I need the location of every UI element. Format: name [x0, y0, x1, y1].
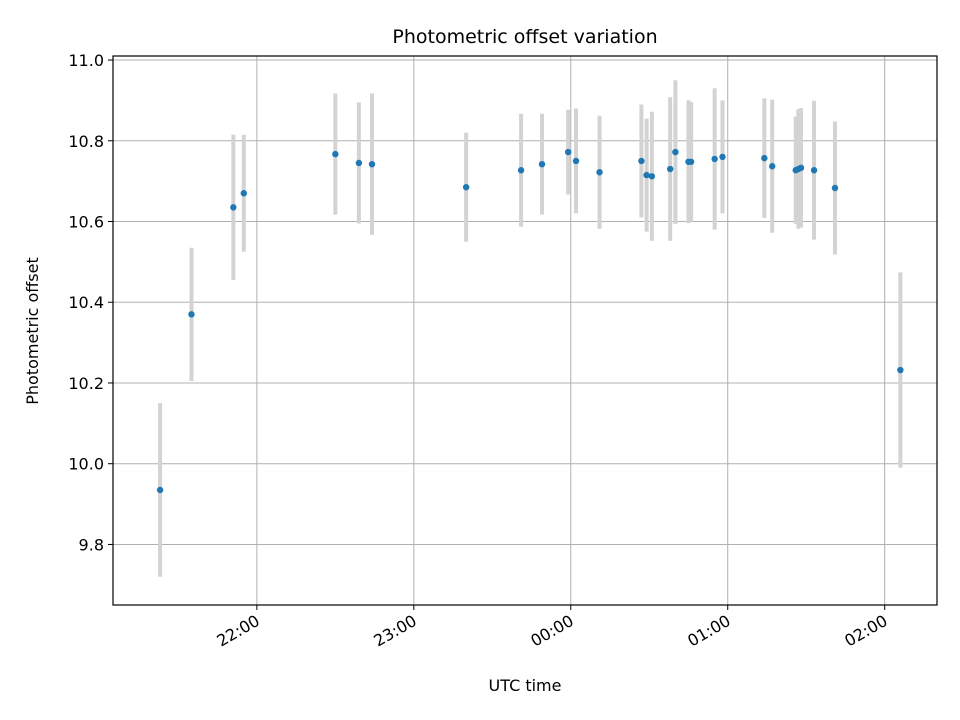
data-point	[643, 171, 650, 179]
data-point	[761, 154, 768, 162]
data-point	[596, 169, 603, 176]
data-point	[687, 158, 695, 165]
data-point	[648, 173, 656, 180]
data-point	[332, 150, 339, 158]
x-tick-label: 22:00	[213, 611, 262, 651]
data-point	[638, 157, 645, 165]
data-point	[368, 160, 376, 168]
data-point	[355, 159, 363, 167]
y-tick-label: 11.0	[68, 51, 104, 70]
y-axis-ticks: 9.8 10.0 10.2 10.4 10.6 10.8 11.0	[68, 51, 113, 554]
data-point	[462, 183, 470, 191]
data-point	[810, 167, 818, 174]
data-point	[797, 164, 805, 172]
y-axis-label: Photometric offset	[23, 257, 42, 405]
data-point	[719, 153, 726, 161]
x-axis-ticks: 22:00 23:00 00:00 01:00 02:00	[213, 605, 891, 651]
data-point	[538, 160, 546, 168]
y-tick-label: 10.0	[68, 455, 104, 474]
data-point	[711, 155, 718, 163]
data-point	[831, 184, 839, 192]
data-point	[672, 148, 679, 156]
data-point	[564, 148, 572, 156]
x-tick-label: 00:00	[527, 611, 576, 651]
plot-frame	[112, 55, 938, 606]
data-point	[572, 157, 580, 165]
data-point	[666, 165, 674, 173]
x-tick-label: 02:00	[841, 611, 890, 651]
error-bars	[158, 80, 903, 577]
data-point	[517, 167, 525, 174]
y-tick-label: 10.6	[68, 213, 104, 232]
x-tick-label: 01:00	[684, 611, 733, 651]
chart-title: Photometric offset variation	[392, 26, 657, 48]
data-point	[188, 311, 195, 318]
y-tick-label: 10.4	[68, 293, 104, 312]
data-point	[230, 204, 237, 211]
data-point	[156, 486, 164, 494]
y-tick-label: 10.8	[68, 132, 104, 151]
x-tick-label: 23:00	[370, 611, 419, 651]
data-point	[769, 163, 776, 170]
y-tick-label: 9.8	[79, 535, 104, 554]
x-axis-label: UTC time	[489, 676, 562, 695]
data-points	[156, 148, 904, 494]
y-tick-label: 10.2	[68, 374, 104, 393]
data-point	[240, 190, 247, 197]
data-point	[897, 366, 904, 374]
